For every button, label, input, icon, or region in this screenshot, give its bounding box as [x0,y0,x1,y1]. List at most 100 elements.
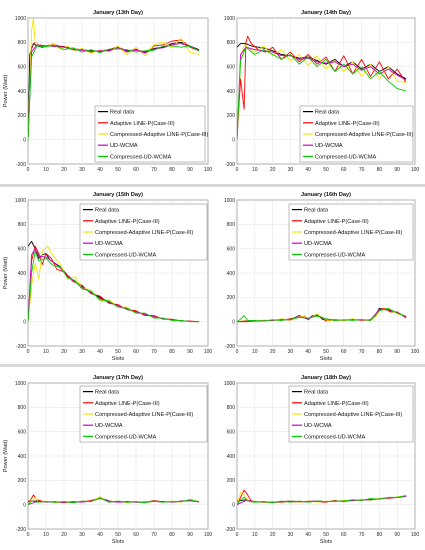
row-separator [0,364,425,367]
legend-label: Compressed-Adaptive LINE-P(Case-III) [315,132,413,138]
y-tick-label: 1000 [224,381,235,387]
x-tick-label: 30 [79,532,85,538]
chart-title: January (13th Day) [93,10,143,16]
x-tick-label: 60 [133,167,139,173]
x-tick-label: 80 [169,349,175,355]
chart-title: January (15th Day) [93,192,143,198]
x-tick-label: 90 [187,532,193,538]
x-tick-label: 50 [115,349,121,355]
y-tick-label: -200 [225,162,235,168]
x-tick-label: 60 [133,349,139,355]
legend-label: Real data [315,110,340,116]
legend-label: Compressed-UD-WCMA [304,434,365,440]
x-tick-label: 80 [377,349,383,355]
x-tick-label: 100 [411,532,420,538]
y-tick-label: 0 [232,137,235,143]
x-tick-label: 60 [341,167,347,173]
x-tick-label: 70 [359,349,365,355]
x-tick-label: 60 [341,532,347,538]
legend-label: Compressed-Adaptive LINE-P(Case-III) [304,230,402,236]
legend-label: UD-WCMA [304,423,332,429]
legend-box [79,203,208,261]
x-tick-label: 30 [79,167,85,173]
legend-box [94,105,206,163]
y-tick-label: 800 [227,40,236,46]
x-tick-label: 100 [204,167,213,173]
x-tick-label: 90 [394,349,400,355]
series-line-5 [28,44,200,140]
legend-label: Compressed-UD-WCMA [315,154,376,160]
legend-box [79,385,208,443]
y-tick-label: 800 [18,405,27,411]
x-tick-label: 100 [204,349,213,355]
x-tick-label: 50 [115,532,121,538]
chart-panel-2: 0 10 20 30 40 50 60 70 80 90 100-20002004006008001… [224,10,420,173]
y-tick-label: 400 [227,89,236,95]
x-tick-label: 100 [204,532,213,538]
x-tick-label: 20 [61,349,67,355]
x-tick-label: 60 [341,349,347,355]
x-tick-label: 40 [305,532,311,538]
series-line-5 [237,495,407,505]
x-tick-label: 10 [43,167,49,173]
x-tick-label: 50 [323,532,329,538]
legend-label: Adaptive LINE-P(Case-III) [304,401,369,407]
y-tick-label: 0 [232,319,235,325]
y-tick-label: 200 [227,295,236,301]
x-tick-label: 10 [252,167,258,173]
y-tick-label: 800 [18,222,27,228]
y-tick-label: 600 [18,429,27,435]
x-tick-label: 20 [270,349,276,355]
y-tick-label: 200 [227,478,236,484]
y-tick-label: 0 [23,319,26,325]
x-tick-label: 90 [187,349,193,355]
x-tick-label: 80 [169,167,175,173]
x-tick-label: 100 [411,167,420,173]
x-tick-label: 30 [288,349,294,355]
y-tick-label: 0 [23,137,26,143]
y-tick-label: 800 [227,405,236,411]
x-tick-label: 0 [27,167,30,173]
legend-box [288,203,414,261]
x-tick-label: 40 [97,167,103,173]
legend-box [288,385,414,443]
legend-label: Real data [304,390,329,396]
chart-panel-6: 0 10 20 30 40 50 60 70 80 90 100-20002004006008001… [224,375,420,545]
y-tick-label: 800 [227,222,236,228]
chart-title: January (16th Day) [301,192,351,198]
y-tick-label: -200 [225,344,235,350]
x-tick-label: 50 [115,167,121,173]
y-axis-label: Power (Watt) [3,257,9,290]
y-tick-label: 0 [23,502,26,508]
legend-label: Compressed-UD-WCMA [95,252,156,258]
x-axis-label: Slots [320,356,333,362]
x-tick-label: 0 [236,167,239,173]
y-axis-label: Power (Watt) [3,75,9,108]
chart-title: January (17th Day) [93,375,143,381]
y-tick-label: 0 [232,502,235,508]
legend-label: UD-WCMA [95,241,123,247]
y-tick-label: 600 [227,64,236,70]
chart-panel-1: 0 10 20 30 40 50 60 70 80 90 100-20002004006008001… [3,10,212,173]
x-tick-label: 0 [236,532,239,538]
legend-label: Adaptive LINE-P(Case-III) [315,121,380,127]
series-line-3 [237,44,407,140]
y-tick-label: 200 [227,113,236,119]
x-tick-label: 20 [61,167,67,173]
x-tick-label: 70 [151,349,157,355]
legend-label: Real data [304,208,329,214]
y-tick-label: 400 [18,454,27,460]
x-tick-label: 10 [43,349,49,355]
x-tick-label: 0 [27,532,30,538]
legend: Real data Adaptive LINE-P(Case-III) Compre… [288,385,414,443]
x-tick-label: 0 [236,349,239,355]
x-tick-label: 50 [323,349,329,355]
y-tick-label: -200 [16,527,26,533]
x-tick-label: 60 [133,532,139,538]
legend-label: UD-WCMA [110,143,138,149]
x-tick-label: 40 [305,167,311,173]
chart-title: January (14th Day) [301,10,351,16]
x-tick-label: 40 [97,532,103,538]
y-tick-label: 1000 [15,198,26,204]
x-tick-label: 20 [61,532,67,538]
